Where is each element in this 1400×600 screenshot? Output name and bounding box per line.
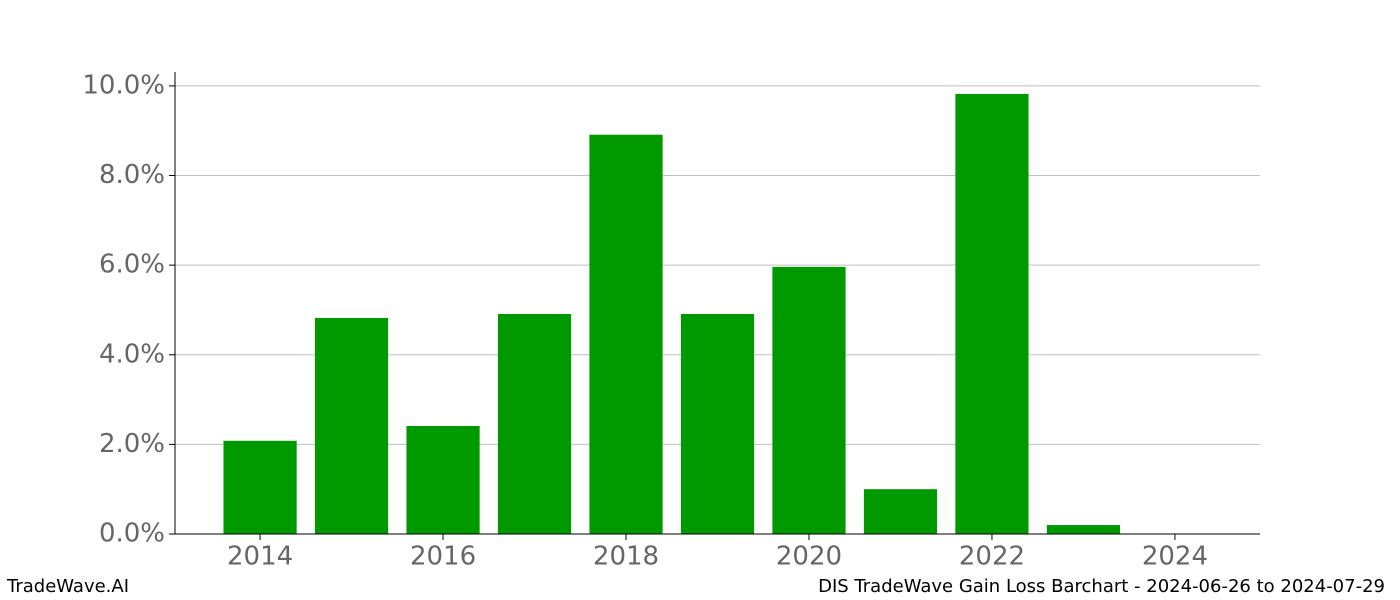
bar — [589, 134, 663, 534]
x-tick-label: 2022 — [959, 542, 1025, 572]
bar — [1046, 525, 1121, 534]
bar — [406, 426, 480, 534]
bar — [314, 318, 389, 534]
x-tick-label: 2024 — [1142, 542, 1208, 572]
bar — [772, 266, 846, 534]
bar — [955, 93, 1029, 534]
y-tick-label: 2.0% — [99, 429, 165, 459]
y-tick-label: 4.0% — [99, 339, 165, 369]
x-tick-label: 2014 — [227, 542, 293, 572]
y-tick-label: 10.0% — [82, 70, 165, 100]
footer-right: DIS TradeWave Gain Loss Barchart - 2024-… — [818, 576, 1385, 597]
x-tick-label: 2016 — [410, 542, 476, 572]
x-tick-label: 2018 — [593, 542, 659, 572]
x-tick-label: 2020 — [776, 542, 842, 572]
y-tick-label: 6.0% — [99, 250, 165, 280]
bar — [497, 313, 572, 534]
bar — [680, 313, 755, 534]
bar — [223, 440, 297, 534]
y-tick-label: 0.0% — [99, 519, 165, 549]
y-tick-label: 8.0% — [99, 160, 165, 190]
bar — [863, 489, 938, 534]
footer-left: TradeWave.AI — [6, 576, 129, 597]
